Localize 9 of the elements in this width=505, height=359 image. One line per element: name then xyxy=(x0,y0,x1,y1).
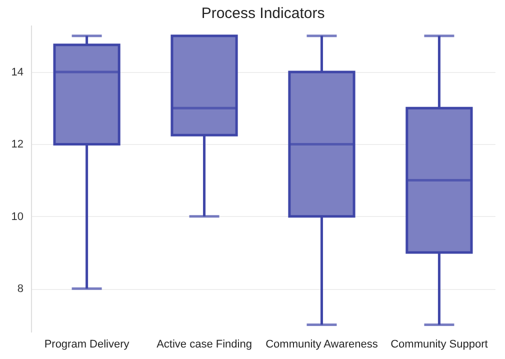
y-tick-label: 14 xyxy=(11,66,24,78)
y-tick-label: 8 xyxy=(17,283,24,296)
x-tick-label: Community Awareness xyxy=(266,338,378,350)
chart-title: Process Indicators xyxy=(201,5,325,22)
x-tick-label: Program Delivery xyxy=(44,338,130,350)
x-tick-label: Active case Finding xyxy=(156,338,252,350)
y-tick-label: 12 xyxy=(11,138,24,151)
y-tick-label: 10 xyxy=(11,210,24,223)
x-tick-label: Community Support xyxy=(390,338,488,350)
